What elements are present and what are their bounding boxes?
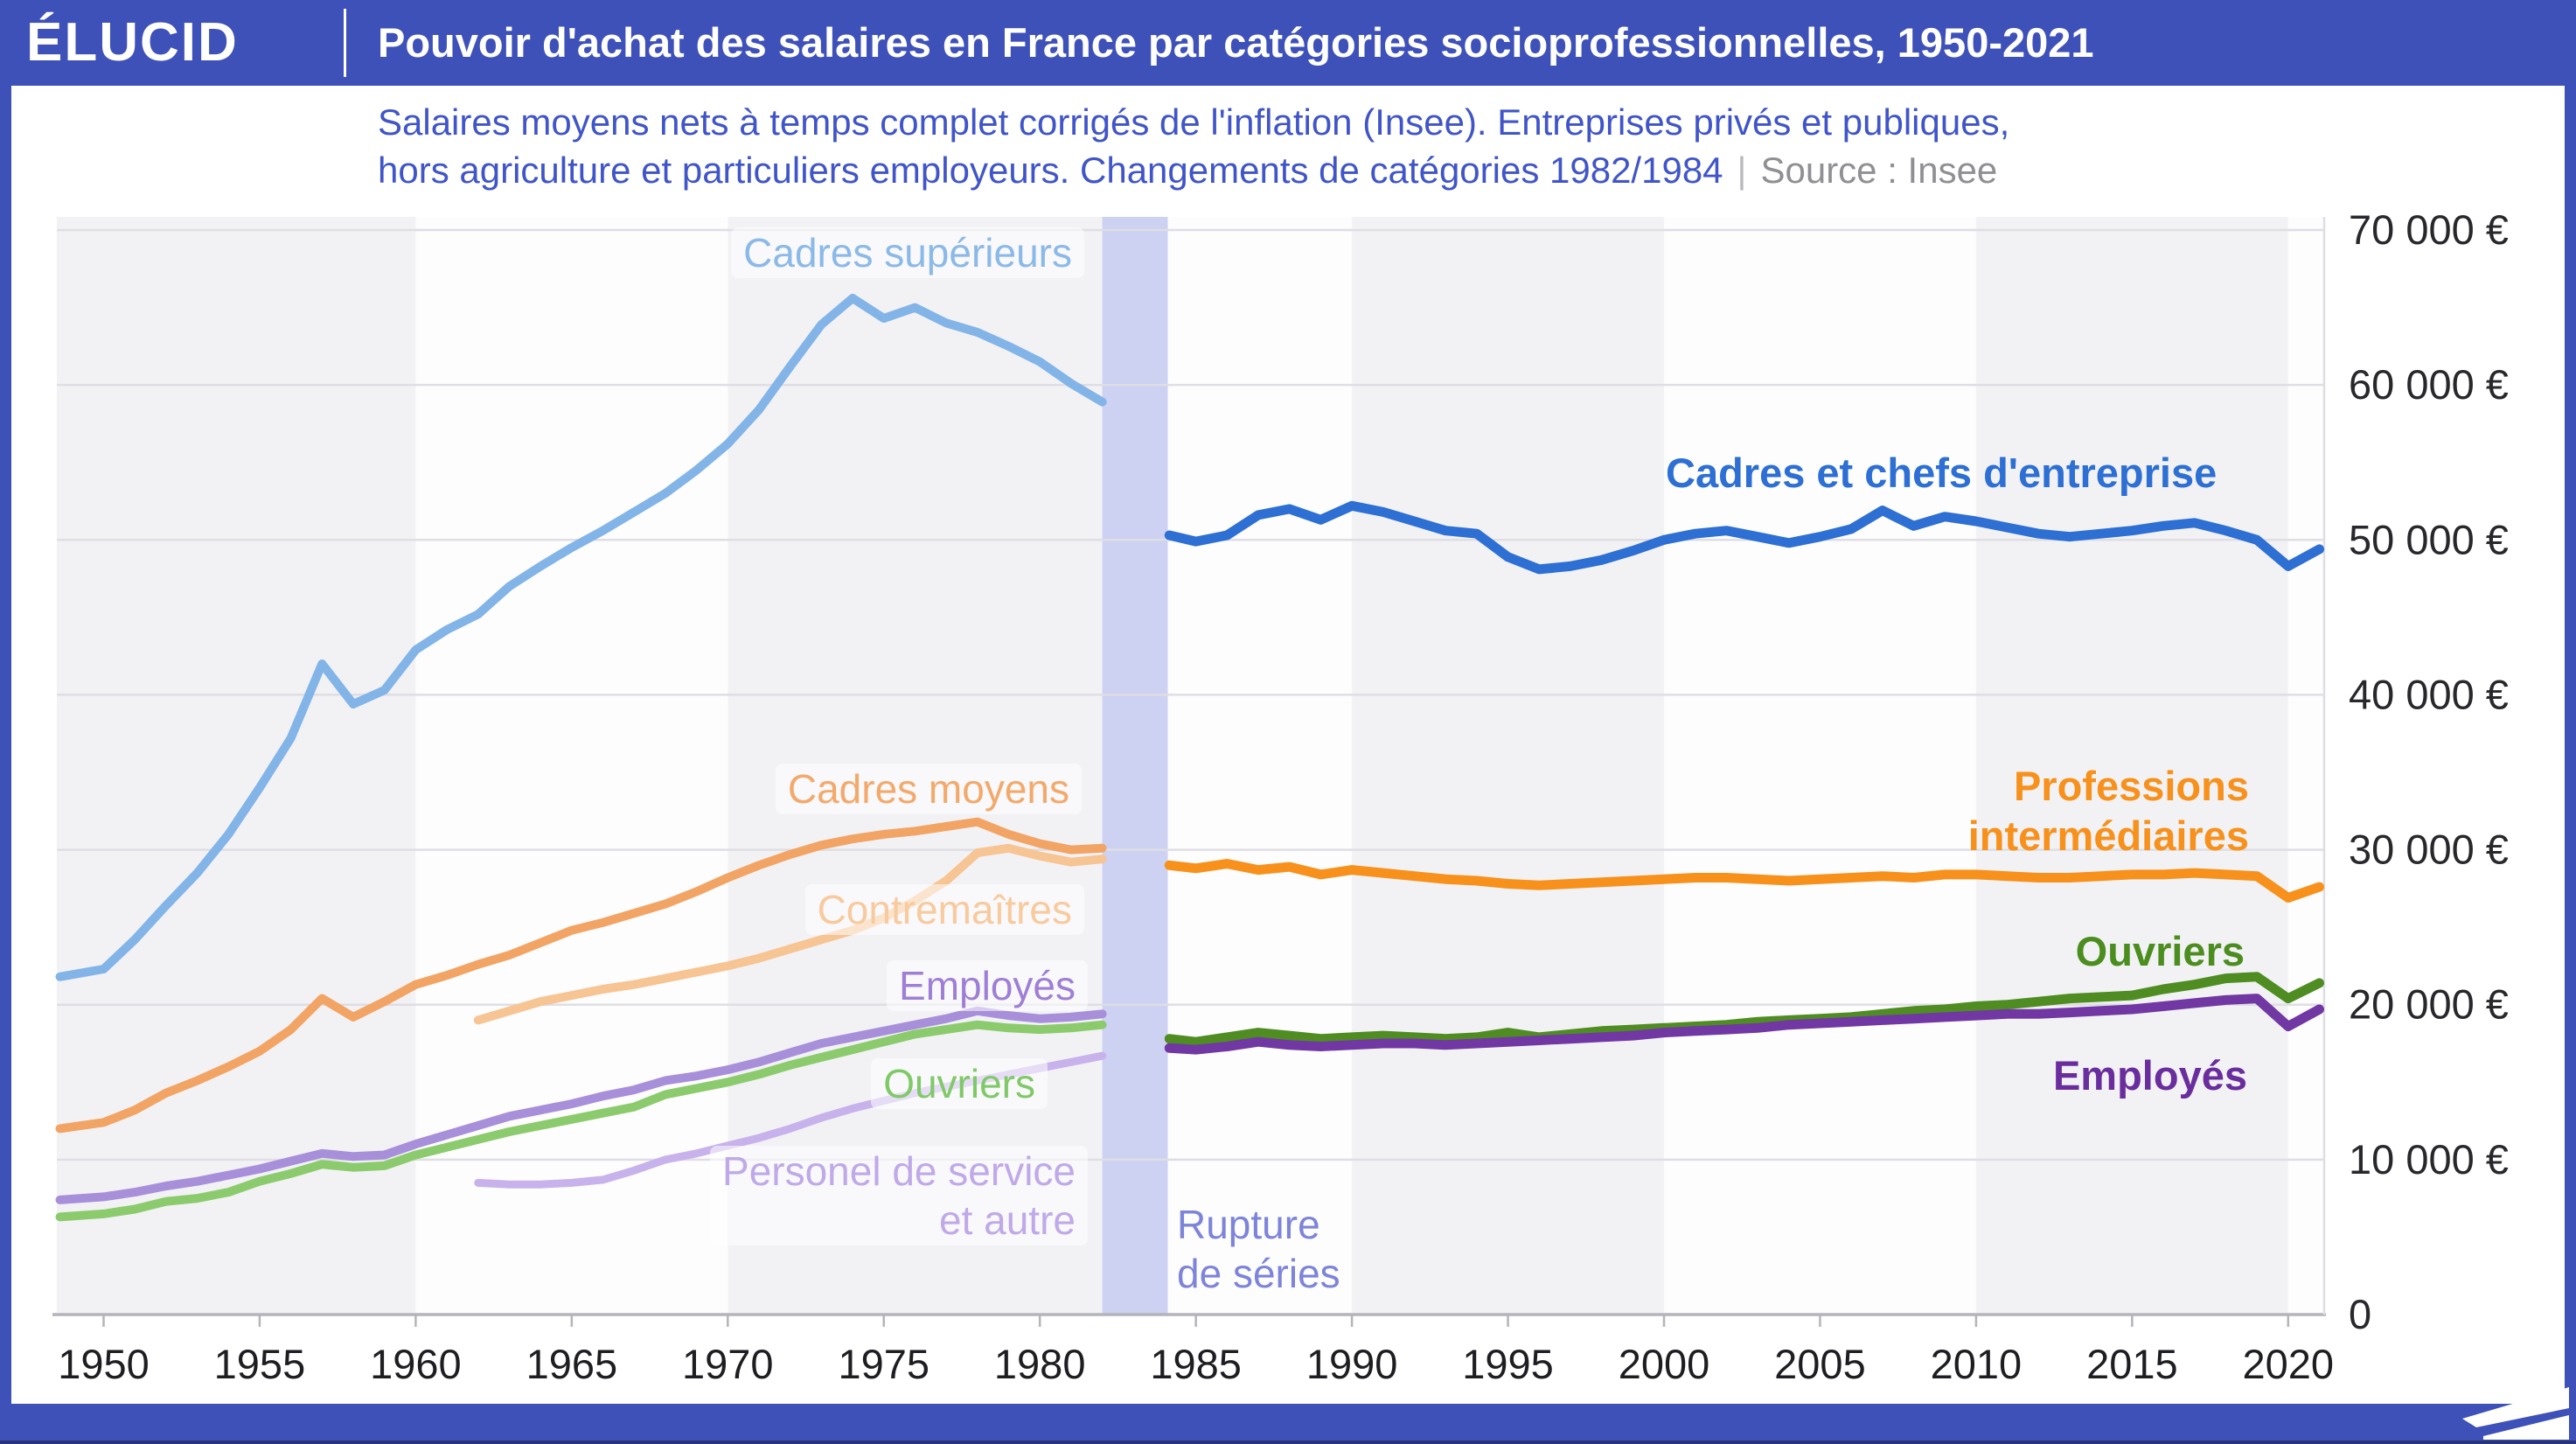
y-axis-label: 50 000 €: [2349, 516, 2509, 562]
x-tick-label: 1995: [1462, 1341, 1554, 1387]
x-tick-label: 1985: [1150, 1341, 1242, 1387]
footer-bottom-edge: [0, 1441, 2576, 1444]
y-axis-label: 10 000 €: [2349, 1136, 2509, 1182]
x-tick-label: 1990: [1306, 1341, 1398, 1387]
x-tick-label: 1955: [214, 1341, 306, 1387]
header-bar: ÉLUCID Pouvoir d'achat des salaires en F…: [0, 0, 2576, 86]
x-tick-label: 1980: [994, 1341, 1086, 1387]
brand-logo: ÉLUCID: [26, 12, 239, 73]
page-title: Pouvoir d'achat des salaires en France p…: [378, 19, 2094, 66]
subtitle-line-2: hors agriculture et particuliers employe…: [378, 146, 2009, 194]
header-divider: [344, 9, 346, 77]
y-axis-label: 60 000 €: [2349, 361, 2509, 408]
frame-border-right: [2565, 86, 2576, 1405]
series-employes-pre: [55, 1006, 1107, 1204]
subtitle-separator: |: [1737, 150, 1747, 191]
x-tick-label: 2000: [1619, 1341, 1710, 1387]
x-tick-label: 1975: [838, 1341, 929, 1387]
x-tick-label: 2015: [2086, 1341, 2178, 1387]
background-stripe: [2287, 217, 2324, 1315]
x-tick-label: 1960: [370, 1341, 462, 1387]
x-tick-label: 2010: [1931, 1341, 2023, 1387]
y-axis-label: 70 000 €: [2349, 206, 2509, 253]
x-tick-label: 1965: [526, 1341, 618, 1387]
series-employes-post: [1164, 994, 2324, 1055]
source-label: Source : Insee: [1760, 150, 1998, 191]
x-tick-label: 2005: [1774, 1341, 1866, 1387]
series-professions-intermediaires: [1164, 859, 2324, 903]
series-cadres-superieurs: [55, 293, 1107, 981]
x-tick-label: 2020: [2243, 1341, 2335, 1387]
subtitle-line-1: Salaires moyens nets à temps complet cor…: [378, 101, 2010, 143]
background-stripe: [1975, 217, 2288, 1315]
series-contremaitres: [473, 843, 1107, 1025]
footer-bar: www.elucid.media: [0, 1404, 2576, 1444]
series-cadres-chefs: [1164, 500, 2324, 575]
x-tick-label: 1970: [682, 1341, 774, 1387]
y-axis-label: 20 000 €: [2349, 981, 2509, 1028]
series-ouvriers-pre: [55, 1020, 1107, 1222]
subtitle-line-2-text: hors agriculture et particuliers employe…: [378, 150, 1723, 191]
y-axis-label: 40 000 €: [2349, 671, 2509, 717]
series-break-band: [1102, 217, 1168, 1315]
y-axis-label: 30 000 €: [2349, 827, 2509, 873]
chart-subtitle: Salaires moyens nets à temps complet cor…: [378, 98, 2009, 194]
series-ouvriers-post: [1164, 972, 2324, 1047]
background-stripe: [1167, 217, 1353, 1315]
x-tick-label: 1950: [58, 1341, 150, 1387]
background-stripe: [1664, 217, 1976, 1315]
background-stripe: [1352, 217, 1664, 1315]
series-cadres-moyens: [55, 817, 1107, 1134]
elucid-flag-icon: [2462, 1387, 2569, 1440]
y-axis-label: 0: [2349, 1291, 2371, 1337]
background-stripe: [57, 217, 416, 1315]
background-stripe: [415, 217, 728, 1315]
frame-border-left: [0, 86, 11, 1405]
